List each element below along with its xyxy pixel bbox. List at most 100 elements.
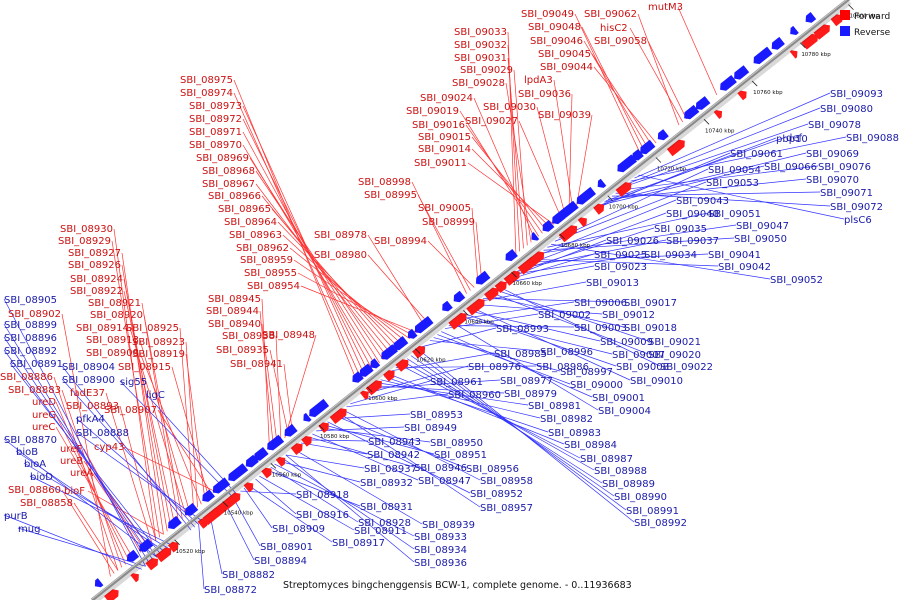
reverse-gene-label[interactable]: pbp10 [776, 134, 808, 145]
forward-gene-label[interactable]: SBI_09044 [540, 62, 593, 73]
reverse-gene-arrow[interactable] [228, 463, 249, 482]
forward-gene-arrow[interactable] [301, 436, 312, 447]
reverse-gene-arrow[interactable] [617, 154, 637, 173]
reverse-gene-label[interactable]: SBI_09040 [666, 209, 719, 220]
reverse-gene-arrow[interactable] [370, 358, 381, 369]
reverse-gene-arrow[interactable] [393, 336, 409, 351]
reverse-gene-label[interactable]: SBI_09078 [808, 120, 861, 131]
reverse-gene-label[interactable]: SBI_08979 [504, 389, 557, 400]
reverse-gene-label[interactable]: SBI_08951 [434, 450, 487, 461]
forward-gene-label[interactable]: SBI_08908 [86, 348, 139, 359]
reverse-gene-label[interactable]: SBI_08958 [480, 476, 533, 487]
forward-gene-label[interactable]: SBI_09029 [460, 65, 513, 76]
forward-gene-label[interactable]: SBI_08948 [262, 330, 315, 341]
reverse-gene-label[interactable]: SBI_08960 [448, 390, 501, 401]
reverse-gene-label[interactable]: bioD [30, 472, 53, 483]
reverse-gene-arrow[interactable] [442, 300, 453, 312]
reverse-gene-arrow[interactable] [560, 200, 579, 218]
forward-gene-label[interactable]: SBI_08999 [422, 217, 475, 228]
forward-gene-arrow[interactable] [243, 482, 254, 493]
reverse-gene-label[interactable]: SBI_08984 [564, 440, 617, 451]
forward-gene-label[interactable]: SBI_08994 [374, 236, 427, 247]
reverse-gene-label[interactable]: SBI_09003 [574, 323, 627, 334]
forward-gene-label[interactable]: SBI_08914 [76, 323, 129, 334]
reverse-gene-label[interactable]: SBI_08953 [410, 410, 463, 421]
forward-gene-label[interactable]: SBI_08998 [358, 177, 411, 188]
reverse-gene-arrow[interactable] [790, 25, 799, 35]
forward-gene-label[interactable]: SBI_08966 [208, 191, 261, 202]
reverse-gene-label[interactable]: SBI_08911 [354, 526, 407, 537]
forward-gene-arrow[interactable] [448, 312, 467, 330]
forward-gene-arrow[interactable] [261, 467, 272, 479]
forward-gene-label[interactable]: SBI_08938 [222, 331, 275, 342]
reverse-gene-label[interactable]: SBI_09021 [648, 337, 701, 348]
forward-gene-label[interactable]: SBI_08926 [68, 260, 121, 271]
reverse-gene-label[interactable]: SBI_09070 [806, 175, 859, 186]
reverse-gene-arrow[interactable] [475, 270, 491, 285]
forward-gene-arrow[interactable] [789, 50, 798, 59]
reverse-gene-label[interactable]: SBI_08896 [4, 333, 57, 344]
forward-gene-label[interactable]: SBI_08995 [364, 190, 417, 201]
forward-gene-label[interactable]: SBI_08978 [314, 230, 367, 241]
forward-gene-label[interactable]: SBI_08924 [70, 274, 123, 285]
reverse-gene-label[interactable]: SBI_09009 [600, 337, 653, 348]
reverse-gene-arrow[interactable] [597, 178, 607, 188]
forward-gene-label[interactable]: SBI_08955 [244, 268, 297, 279]
reverse-gene-arrow[interactable] [254, 447, 269, 461]
forward-gene-label[interactable]: fadE37 [70, 388, 105, 399]
reverse-gene-arrow[interactable] [640, 139, 656, 155]
forward-gene-label[interactable]: SBI_08913 [86, 335, 139, 346]
reverse-gene-arrow[interactable] [184, 502, 199, 516]
reverse-gene-label[interactable]: SBI_08937 [364, 464, 417, 475]
forward-gene-arrow[interactable] [226, 492, 241, 507]
forward-gene-label[interactable]: ureF [60, 444, 82, 455]
reverse-gene-label[interactable]: SBI_08882 [222, 570, 275, 581]
forward-gene-label[interactable]: SBI_08883 [8, 385, 61, 396]
reverse-gene-label[interactable]: SBI_08992 [634, 518, 687, 529]
reverse-gene-arrow[interactable] [684, 104, 700, 120]
forward-gene-label[interactable]: SBI_08970 [189, 140, 242, 151]
reverse-gene-label[interactable]: SBI_09052 [770, 275, 823, 286]
forward-gene-label[interactable]: SBI_08923 [132, 337, 185, 348]
reverse-gene-label[interactable]: SBI_09000 [570, 380, 623, 391]
forward-gene-label[interactable]: SBI_08959 [240, 255, 293, 266]
reverse-gene-label[interactable]: SBI_09020 [648, 350, 701, 361]
forward-gene-label[interactable]: SBI_08929 [58, 236, 111, 247]
reverse-gene-label[interactable]: SBI_09007 [612, 350, 665, 361]
forward-gene-label[interactable]: SBI_08930 [60, 224, 113, 235]
reverse-gene-label[interactable]: SBI_08872 [204, 585, 257, 596]
forward-gene-label[interactable]: SBI_08927 [68, 248, 121, 259]
reverse-gene-label[interactable]: SBI_08961 [430, 377, 483, 388]
forward-gene-label[interactable]: SBI_09049 [521, 9, 574, 20]
reverse-gene-label[interactable]: SBI_08988 [594, 466, 647, 477]
forward-gene-label[interactable]: hisC2 [600, 23, 628, 34]
forward-gene-arrow[interactable] [130, 573, 139, 583]
forward-gene-arrow[interactable] [145, 558, 158, 571]
reverse-gene-label[interactable]: SBI_08931 [360, 502, 413, 513]
reverse-gene-label[interactable]: SBI_09088 [846, 133, 899, 144]
forward-gene-label[interactable]: SBI_08907 [104, 405, 157, 416]
reverse-gene-label[interactable]: SBI_08977 [500, 376, 553, 387]
reverse-gene-label[interactable]: SBI_09017 [624, 298, 677, 309]
forward-gene-arrow[interactable] [666, 139, 685, 157]
forward-gene-label[interactable]: SBI_08940 [208, 319, 261, 330]
forward-gene-label[interactable]: ureG [32, 410, 56, 421]
reverse-gene-label[interactable]: SBI_08946 [414, 463, 467, 474]
reverse-gene-label[interactable]: SBI_08888 [76, 428, 129, 439]
forward-gene-arrow[interactable] [104, 589, 119, 600]
forward-gene-arrow[interactable] [329, 408, 347, 424]
reverse-gene-label[interactable]: SBI_09069 [806, 149, 859, 160]
reverse-gene-label[interactable]: SBI_08939 [422, 520, 475, 531]
reverse-gene-arrow[interactable] [771, 36, 785, 50]
forward-gene-label[interactable]: SBI_09048 [528, 22, 581, 33]
forward-gene-arrow[interactable] [290, 443, 303, 455]
reverse-gene-arrow[interactable] [352, 371, 364, 383]
forward-gene-arrow[interactable] [168, 541, 179, 553]
reverse-gene-label[interactable]: SBI_09008 [616, 362, 669, 373]
reverse-gene-label[interactable]: SBI_09076 [818, 162, 871, 173]
reverse-gene-label[interactable]: SBI_08986 [536, 362, 589, 373]
forward-gene-label[interactable]: SBI_09015 [418, 132, 471, 143]
reverse-gene-label[interactable]: SBI_08987 [580, 454, 633, 465]
reverse-gene-arrow[interactable] [720, 75, 737, 91]
reverse-gene-label[interactable]: SBI_08900 [62, 375, 115, 386]
